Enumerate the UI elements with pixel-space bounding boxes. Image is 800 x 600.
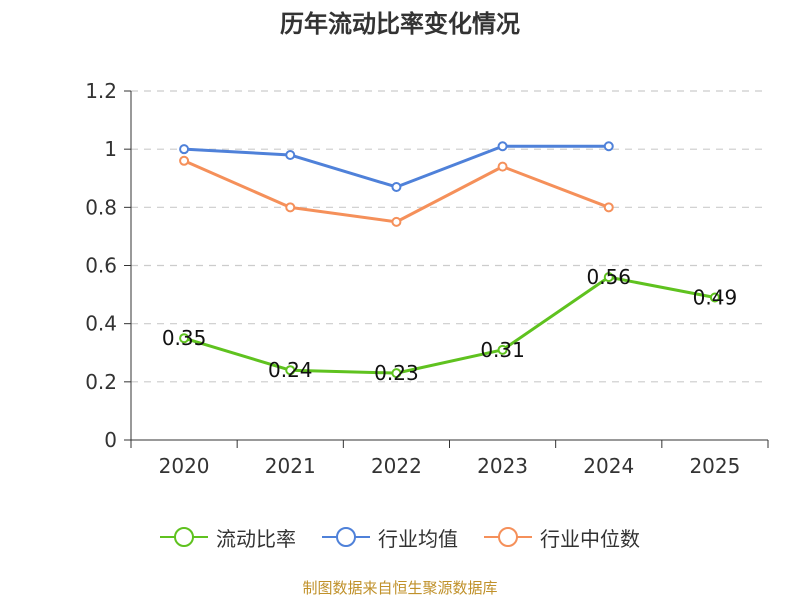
data-point (603, 202, 614, 213)
data-point (709, 292, 720, 303)
data-point (497, 141, 508, 152)
data-point (391, 216, 402, 227)
data-point (603, 141, 614, 152)
x-tick-label: 2025 (689, 454, 740, 478)
data-label: 0.24 (268, 358, 313, 382)
data-label: 0.56 (586, 265, 631, 289)
data-label: 0.23 (374, 361, 419, 385)
data-point (285, 202, 296, 213)
x-tick-label: 2022 (371, 454, 422, 478)
y-tick-label: 0.6 (85, 254, 117, 278)
y-tick-label: 0.8 (85, 195, 117, 219)
legend-label: 行业均值 (378, 526, 458, 551)
legend: 流动比率 行业均值 行业中位数 (0, 521, 800, 553)
y-tick-label: 0 (104, 428, 117, 452)
x-tick-label: 2020 (159, 454, 210, 478)
legend-label: 流动比率 (216, 526, 296, 551)
series-line (183, 275, 716, 375)
data-point (497, 344, 508, 355)
legend-label: 行业中位数 (540, 526, 640, 551)
chart-title: 历年流动比率变化情况 (280, 10, 520, 38)
data-point (179, 155, 190, 166)
data-label: 0.49 (693, 285, 738, 309)
x-tick-label: 2024 (583, 454, 634, 478)
legend-item-industry-median[interactable]: 行业中位数 (484, 523, 640, 552)
series-line (184, 144, 609, 189)
y-tick-label: 0.4 (85, 312, 117, 336)
legend-swatch-icon (484, 527, 532, 547)
data-label: 0.31 (480, 338, 525, 362)
legend-item-industry-mean[interactable]: 行业均值 (322, 523, 458, 552)
data-label: 0.35 (162, 326, 207, 350)
x-tick-label: 2023 (477, 454, 528, 478)
data-point (391, 181, 402, 192)
data-point (497, 161, 508, 172)
data-point (285, 365, 296, 376)
data-point (391, 368, 402, 379)
x-tick-label: 2021 (265, 454, 316, 478)
y-tick-label: 1 (104, 137, 117, 161)
data-point (603, 272, 614, 283)
y-tick-label: 1.2 (85, 79, 117, 103)
data-point (285, 149, 296, 160)
data-point (179, 144, 190, 155)
source-note: 制图数据来自恒生聚源数据库 (302, 579, 498, 597)
y-tick-label: 0.2 (85, 370, 117, 394)
legend-swatch-icon (322, 527, 370, 547)
data-point (179, 333, 190, 344)
legend-swatch-icon (160, 527, 208, 547)
legend-item-current-ratio[interactable]: 流动比率 (160, 523, 296, 552)
